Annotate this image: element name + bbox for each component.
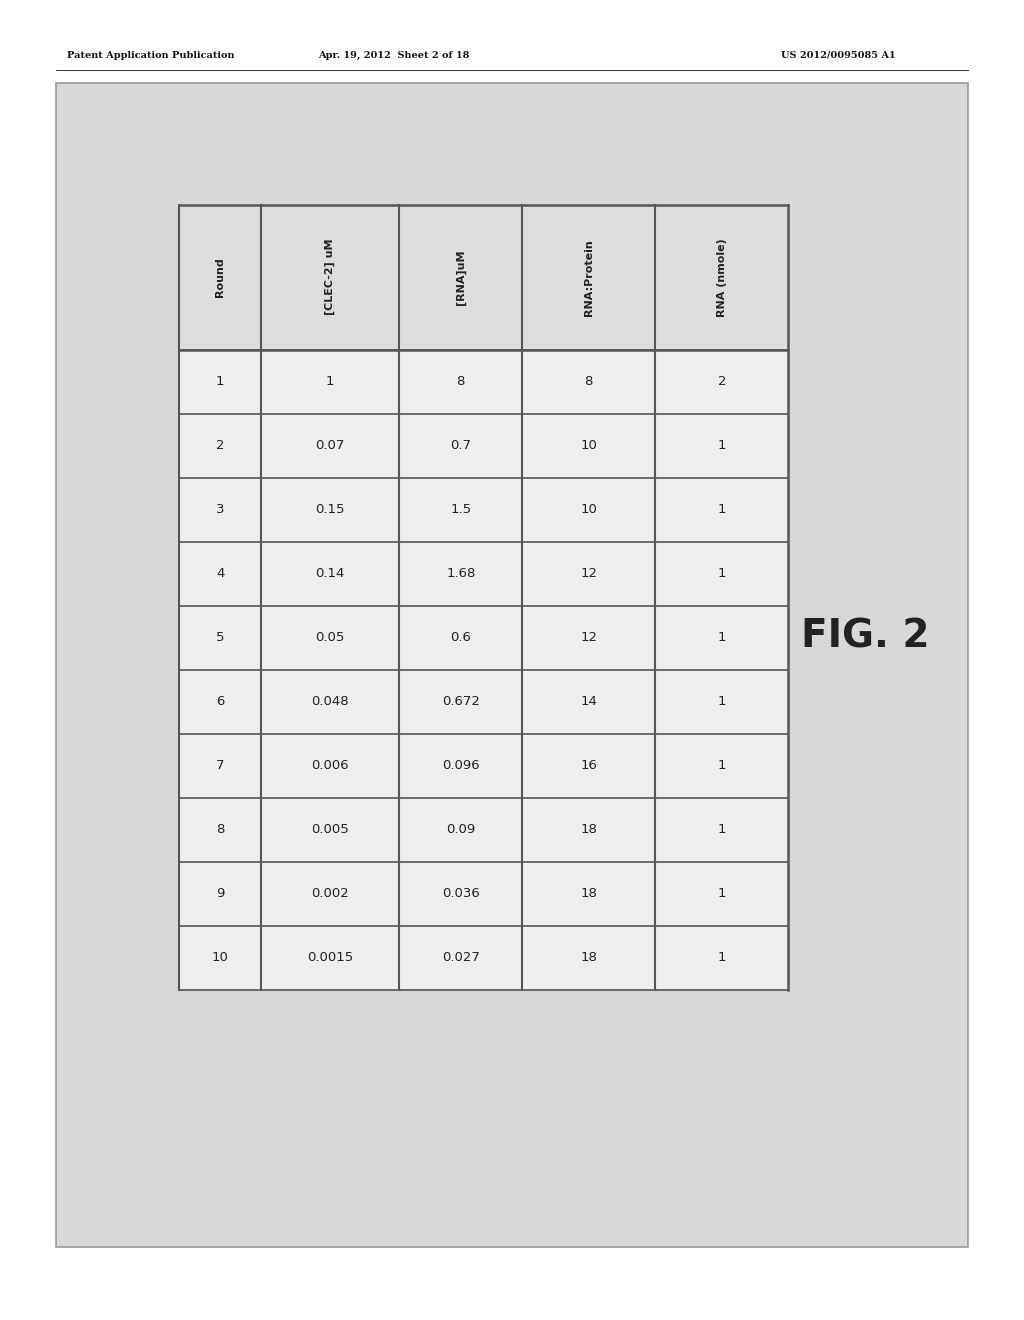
- Text: 2: 2: [216, 440, 224, 453]
- Text: 1: 1: [718, 887, 726, 900]
- Text: 18: 18: [581, 952, 597, 965]
- Text: 1: 1: [718, 824, 726, 837]
- Text: US 2012/0095085 A1: US 2012/0095085 A1: [781, 51, 896, 59]
- Text: 1: 1: [718, 759, 726, 772]
- Text: 10: 10: [212, 952, 228, 965]
- Text: 4: 4: [216, 568, 224, 581]
- Text: 14: 14: [581, 696, 597, 709]
- Text: 6: 6: [216, 696, 224, 709]
- Text: 1: 1: [326, 375, 335, 388]
- Text: 0.036: 0.036: [442, 887, 479, 900]
- Text: 0.005: 0.005: [311, 824, 349, 837]
- Text: 1: 1: [718, 631, 726, 644]
- Bar: [56, 83, 968, 1247]
- Text: RNA (nmole): RNA (nmole): [717, 238, 727, 317]
- Text: 0.07: 0.07: [315, 440, 345, 453]
- Text: 0.002: 0.002: [311, 887, 349, 900]
- Text: 0.006: 0.006: [311, 759, 349, 772]
- Text: 1: 1: [216, 375, 224, 388]
- Text: 1.5: 1.5: [451, 503, 471, 516]
- Text: 0.027: 0.027: [442, 952, 479, 965]
- Text: 1: 1: [718, 503, 726, 516]
- Text: FIG. 2: FIG. 2: [801, 618, 930, 656]
- Text: 18: 18: [581, 887, 597, 900]
- Text: 0.09: 0.09: [446, 824, 475, 837]
- Text: 2: 2: [718, 375, 726, 388]
- Text: 0.672: 0.672: [442, 696, 479, 709]
- Text: 12: 12: [581, 568, 597, 581]
- Text: 0.05: 0.05: [315, 631, 345, 644]
- Text: 0.0015: 0.0015: [307, 952, 353, 965]
- Text: 5: 5: [216, 631, 224, 644]
- Text: Round: Round: [215, 257, 225, 297]
- Text: 18: 18: [581, 824, 597, 837]
- Bar: [179, 205, 788, 990]
- Text: 1: 1: [718, 952, 726, 965]
- Text: 8: 8: [457, 375, 465, 388]
- Text: Patent Application Publication: Patent Application Publication: [67, 51, 234, 59]
- Text: Apr. 19, 2012  Sheet 2 of 18: Apr. 19, 2012 Sheet 2 of 18: [318, 51, 470, 59]
- Text: 3: 3: [216, 503, 224, 516]
- Text: 10: 10: [581, 503, 597, 516]
- Text: 1: 1: [718, 696, 726, 709]
- Text: 9: 9: [216, 887, 224, 900]
- Text: 1: 1: [718, 440, 726, 453]
- Text: [RNA]uM: [RNA]uM: [456, 249, 466, 305]
- Text: 12: 12: [581, 631, 597, 644]
- Text: [CLEC-2] uM: [CLEC-2] uM: [325, 239, 336, 315]
- Text: 1: 1: [718, 568, 726, 581]
- Text: 7: 7: [216, 759, 224, 772]
- Text: 0.6: 0.6: [451, 631, 471, 644]
- Bar: [179, 205, 788, 350]
- Text: 0.096: 0.096: [442, 759, 479, 772]
- Text: 0.7: 0.7: [451, 440, 471, 453]
- Text: 8: 8: [216, 824, 224, 837]
- Text: RNA:Protein: RNA:Protein: [584, 239, 594, 315]
- Text: 0.048: 0.048: [311, 696, 349, 709]
- Text: 0.15: 0.15: [315, 503, 345, 516]
- Text: 8: 8: [585, 375, 593, 388]
- Text: 1.68: 1.68: [446, 568, 475, 581]
- Text: 0.14: 0.14: [315, 568, 345, 581]
- Text: 16: 16: [581, 759, 597, 772]
- Text: 10: 10: [581, 440, 597, 453]
